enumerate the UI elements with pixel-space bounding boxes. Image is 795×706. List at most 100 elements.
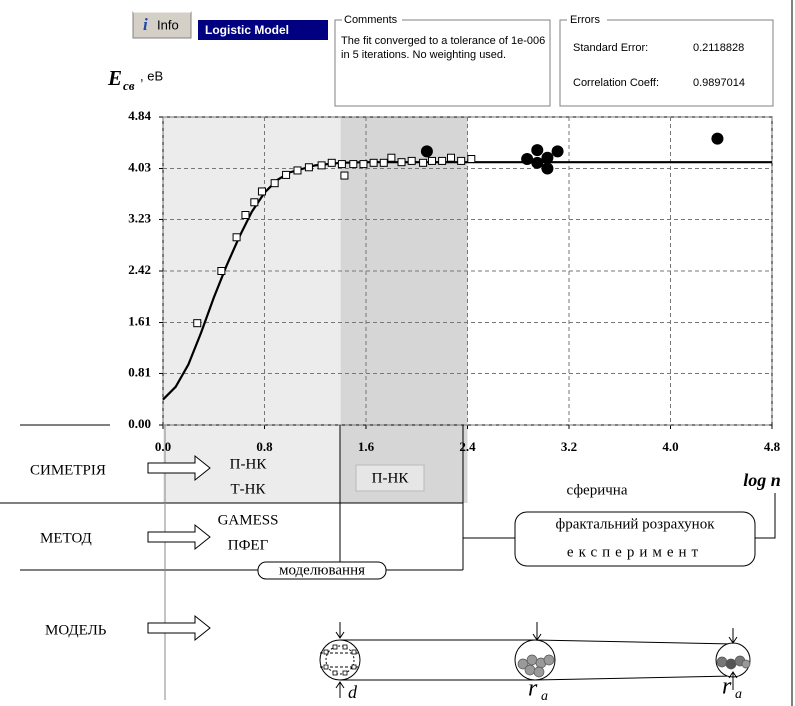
square-point	[282, 170, 291, 179]
square-point	[293, 166, 302, 175]
y-tick-label: 0.81	[128, 364, 151, 379]
radius-label: r	[528, 676, 538, 702]
square-point	[397, 158, 406, 167]
method-item: GAMESS	[218, 512, 279, 528]
modelling-label: моделювання	[279, 562, 365, 578]
square-point	[457, 156, 466, 165]
symmetry-item: П-НК	[230, 456, 268, 472]
method-item: ПФЕГ	[228, 537, 269, 553]
errors-box	[559, 19, 774, 107]
background-layer: 0.0 0.8 1.6 2.4 3.2 4.0 4.8 0.00 0.81 1.61 2.42 3.2…	[128, 108, 781, 503]
label-box	[355, 464, 425, 492]
y-tick-label: 1.61	[128, 314, 151, 329]
error-value: 0.2118828	[693, 42, 744, 54]
particle	[533, 666, 545, 678]
square-point	[438, 156, 447, 165]
square-point	[379, 158, 388, 167]
y-axis-subscript: св	[123, 78, 135, 93]
cluster-ring	[325, 645, 355, 675]
square-point	[250, 198, 259, 207]
square-point	[317, 161, 326, 170]
atom	[332, 670, 338, 676]
square-point	[387, 153, 396, 162]
info-label[interactable]: Info	[157, 17, 179, 32]
square-point	[232, 233, 241, 242]
atom	[351, 649, 357, 655]
symmetry-item: П-НК	[372, 470, 410, 486]
row-label: МОДЕЛЬ	[45, 622, 107, 638]
x-tick-label: 4.0	[662, 439, 678, 454]
particle	[517, 658, 529, 670]
atom	[332, 644, 338, 650]
particles	[517, 654, 751, 678]
diameter-label: d	[348, 682, 358, 702]
atom	[351, 664, 357, 670]
circle-point	[541, 151, 554, 164]
symmetry-item: Т-НК	[231, 481, 267, 497]
atoms	[323, 644, 357, 676]
radius-subscript: a	[541, 689, 548, 704]
radius-subscript: a	[735, 687, 742, 702]
square-point	[270, 179, 279, 188]
x-tick-label: 3.2	[561, 439, 577, 454]
error-label: Standard Error:	[573, 42, 648, 54]
modelling-box	[257, 561, 387, 580]
square-point	[349, 160, 358, 169]
x-axis-label: log n	[743, 470, 781, 490]
circle-point	[711, 132, 724, 145]
link-line	[534, 675, 734, 681]
square-point	[467, 155, 476, 163]
comments-title: Comments	[344, 14, 398, 26]
y-tick-label: 4.03	[128, 160, 151, 175]
method-item: експеримент	[567, 544, 703, 560]
pointer	[532, 622, 542, 641]
circle-point	[531, 144, 544, 157]
arrow	[147, 454, 211, 482]
y-axis-label: E	[107, 66, 122, 90]
legend-gap	[567, 14, 607, 26]
y-axis-unit: , eB	[140, 68, 163, 83]
particle	[741, 659, 751, 669]
square-point	[257, 187, 266, 196]
x-tick-label: 1.6	[358, 439, 375, 454]
x-tick-label: 2.4	[459, 439, 476, 454]
square-point	[407, 156, 416, 165]
method-box	[514, 511, 756, 567]
particle	[725, 658, 737, 670]
error-label: Correlation Coeff:	[573, 77, 659, 89]
model-box	[198, 20, 328, 40]
comments-box	[334, 19, 551, 107]
circle-point	[420, 145, 433, 158]
pointer	[335, 622, 345, 698]
x-tick-label: 0.0	[155, 439, 171, 454]
info-button[interactable]: i Info	[132, 11, 192, 39]
y-tick-label: 3.23	[128, 210, 151, 225]
comments-body: The fit converged to a tolerance of 1e-0…	[341, 35, 545, 61]
x-tick-label: 4.8	[764, 439, 781, 454]
circle-point	[521, 153, 534, 165]
arrow	[147, 523, 211, 551]
square-point	[340, 171, 349, 180]
diagram-lines	[0, 424, 776, 700]
method-item: фрактальний розрахунок	[556, 516, 716, 532]
square-point	[327, 158, 336, 167]
info-icon: i	[143, 15, 148, 34]
model-name: Logistic Model	[205, 23, 289, 37]
radius-label: r	[722, 674, 732, 700]
symmetry-item: сферична	[567, 482, 628, 498]
particle	[524, 664, 536, 676]
particle	[543, 654, 555, 666]
pointer	[728, 628, 738, 690]
square-point	[359, 160, 368, 169]
square-point	[369, 158, 378, 167]
square-point	[427, 156, 436, 165]
errors-title: Errors	[570, 14, 600, 26]
plot	[162, 132, 772, 401]
y-tick-label: 0.00	[128, 416, 151, 431]
square-point	[304, 163, 313, 172]
circle-point	[551, 145, 564, 158]
error-value: 0.9897014	[693, 77, 745, 89]
circle-point	[531, 156, 544, 169]
square-point	[193, 319, 202, 328]
